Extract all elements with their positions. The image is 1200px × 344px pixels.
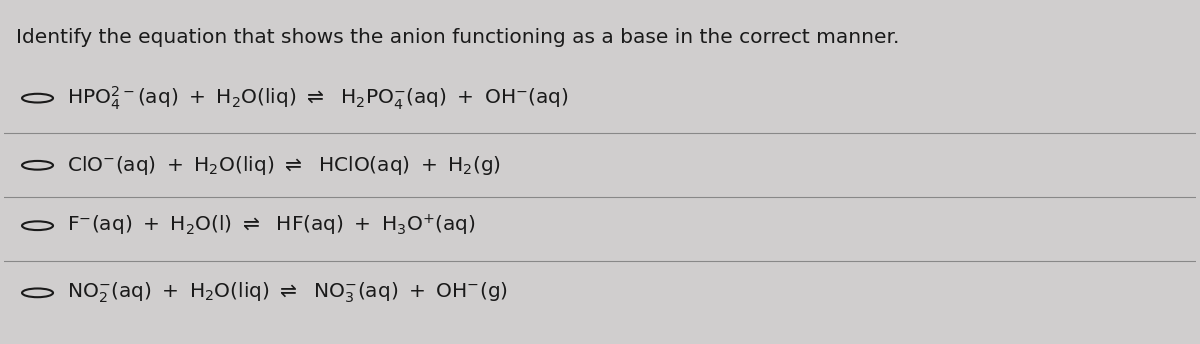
Text: $\mathrm{ClO}^{−}\mathrm{(aq)\ +\ H}_{2}\mathrm{O(liq)\ \rightleftharpoons\ \ HC: $\mathrm{ClO}^{−}\mathrm{(aq)\ +\ H}_{2}… <box>67 154 502 177</box>
Text: $\mathrm{F}^{−}\mathrm{(aq)\ +\ H}_{2}\mathrm{O(l)\ \rightleftharpoons\ \ HF(aq): $\mathrm{F}^{−}\mathrm{(aq)\ +\ H}_{2}\m… <box>67 213 476 238</box>
Text: Identify the equation that shows the anion functioning as a base in the correct : Identify the equation that shows the ani… <box>16 28 900 47</box>
Text: $\mathrm{HPO}_{4}^{2−}\mathrm{(aq)\ +\ H}_{2}\mathrm{O(liq)\ \rightleftharpoons\: $\mathrm{HPO}_{4}^{2−}\mathrm{(aq)\ +\ H… <box>67 85 569 112</box>
Text: $\mathrm{NO}_{2}^{−}\mathrm{(aq)\ +\ H}_{2}\mathrm{O(liq)\ \rightleftharpoons\ \: $\mathrm{NO}_{2}^{−}\mathrm{(aq)\ +\ H}_… <box>67 281 509 305</box>
